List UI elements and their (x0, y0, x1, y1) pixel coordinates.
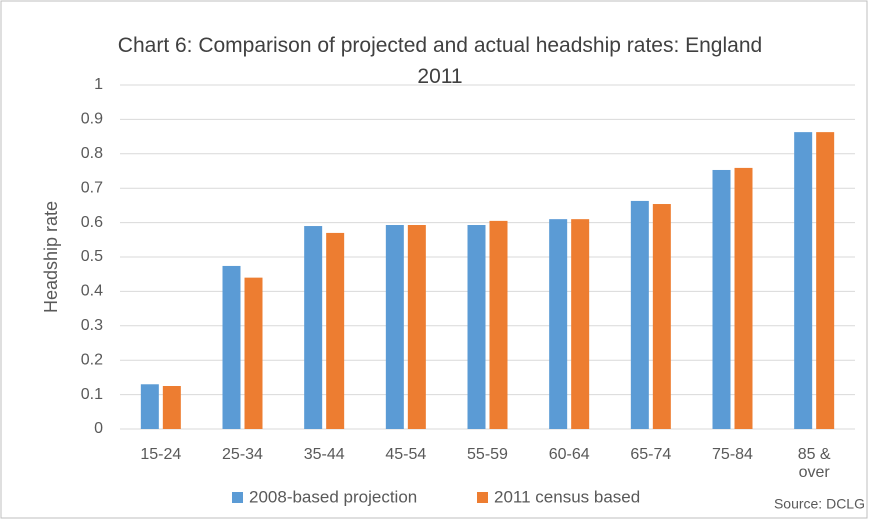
y-axis-label: Headship rate (41, 201, 61, 313)
x-tick-label: 45-54 (385, 446, 427, 463)
bar (630, 200, 649, 429)
y-tick-label: 1 (94, 76, 103, 93)
legend-swatch (477, 492, 488, 503)
y-tick-label: 0 (94, 420, 103, 437)
y-tick-label: 0.3 (81, 317, 103, 334)
bar (712, 169, 731, 429)
x-tick-label: 55-59 (467, 446, 508, 463)
y-tick-label: 0.8 (81, 145, 103, 162)
y-tick-label: 0.9 (81, 111, 103, 128)
bar (652, 204, 671, 429)
x-tick-label: 85 & over (797, 446, 831, 481)
x-tick-label: 60-64 (548, 446, 590, 463)
legend-label: 2011 census based (494, 487, 640, 506)
bar (489, 220, 508, 429)
y-tick-label: 0.4 (81, 283, 103, 300)
bar (467, 225, 486, 429)
source: Source: DCLG (774, 496, 865, 512)
y-tick-label: 0.2 (81, 351, 103, 368)
bar (571, 219, 590, 429)
x-tick-label: 35-44 (303, 446, 345, 463)
y-tick-label: 0.7 (81, 179, 103, 196)
legend-label: 2008-based projection (249, 487, 417, 506)
bar (407, 225, 426, 429)
chart-title: Chart 6: Comparison of projected and act… (117, 34, 763, 88)
bar (326, 232, 345, 429)
bar (734, 167, 753, 430)
bar (244, 277, 263, 429)
bar (162, 386, 181, 429)
x-tick-label: 25-34 (222, 446, 263, 463)
x-tick-label: 65-74 (630, 446, 672, 463)
bar (140, 384, 159, 429)
bar (549, 219, 568, 429)
bar (385, 225, 404, 429)
y-tick-label: 0.1 (81, 386, 103, 403)
y-tick-label: 0.6 (81, 214, 103, 231)
bar (794, 132, 813, 430)
x-tick-label: 75-84 (712, 446, 753, 463)
bar (816, 132, 835, 430)
bar (304, 226, 323, 429)
bar (222, 265, 241, 429)
legend-swatch (232, 492, 243, 503)
x-tick-label: 15-24 (140, 446, 182, 463)
y-tick-label: 0.5 (81, 248, 103, 265)
